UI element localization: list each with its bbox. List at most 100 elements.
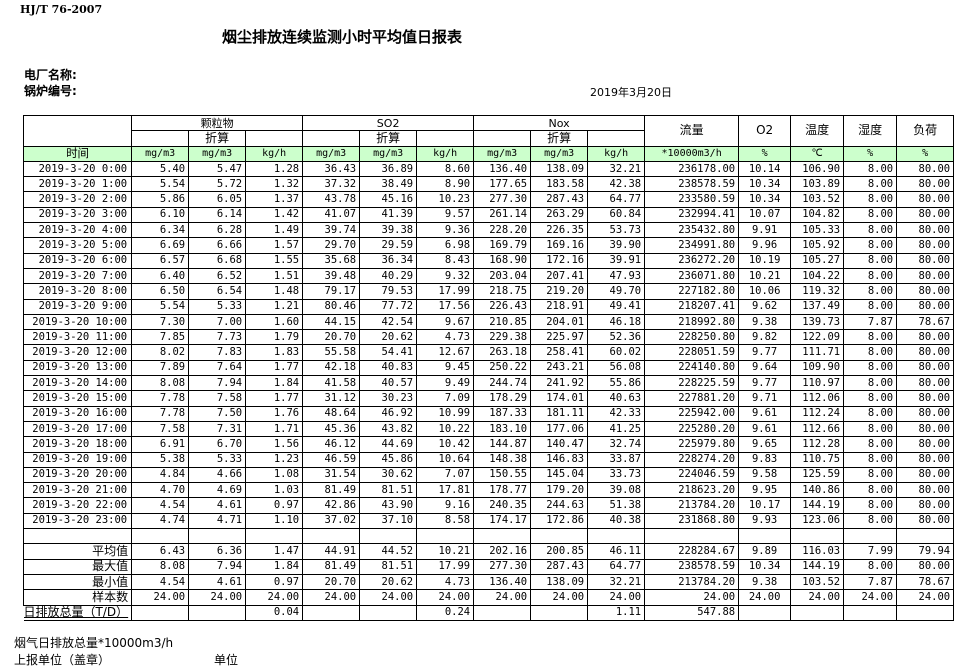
row-label: 最小值 (22, 573, 133, 591)
table-row: 2019-3-20 14:00 8.08 7.94 1.84 41.58 40.57 9.4… (22, 375, 955, 392)
value-cell: 52.36 (587, 329, 646, 346)
value-cell: 1.77 (245, 390, 304, 407)
value-cell: 1.21 (245, 298, 304, 315)
value-cell: 80.00 (896, 267, 955, 285)
value-cell (473, 604, 532, 621)
value-cell: 261.14 (473, 206, 532, 224)
table-row: 2019-3-20 0:00 5.40 5.47 1.28 36.43 36.89 8.60… (22, 160, 955, 178)
value-cell: 80.00 (896, 222, 955, 239)
table-row: 2019-3-20 5:00 6.69 6.66 1.57 29.70 29.59 6.98… (22, 237, 955, 254)
value-cell: 79.94 (896, 543, 955, 560)
unit-cell: kg/h (245, 145, 304, 162)
value-cell: 136.40 (473, 573, 532, 591)
value-cell: 218.75 (473, 283, 532, 300)
value-cell: 8.00 (843, 283, 898, 300)
value-cell: 80.00 (896, 160, 955, 178)
value-cell: 235432.80 (644, 222, 740, 239)
row-label: 2019-3-20 5:00 (22, 237, 133, 254)
value-cell: 78.67 (896, 573, 955, 591)
value-cell: 24.00 (359, 589, 418, 606)
value-cell: 236272.20 (644, 252, 740, 269)
unit-cell: mg/m3 (530, 145, 589, 162)
value-cell: 37.02 (302, 512, 361, 530)
row-label: 2019-3-20 18:00 (22, 436, 133, 453)
value-cell: 46.12 (302, 436, 361, 453)
value-cell: 218992.80 (644, 313, 740, 331)
value-cell: 43.82 (359, 420, 418, 438)
value-cell: 226.35 (530, 222, 589, 239)
value-cell: 228284.67 (644, 543, 740, 560)
value-cell: 5.54 (131, 298, 190, 315)
value-cell: 10.07 (738, 206, 792, 224)
header-units-row: 时间 mg/m3 mg/m3 kg/h mg/m3 mg/m3 kg/h mg/m3 mg/m… (22, 145, 955, 162)
value-cell (738, 604, 792, 621)
value-cell: 9.83 (738, 451, 792, 468)
value-cell: 8.00 (843, 405, 898, 422)
unit-cell: ℃ (790, 145, 845, 162)
value-cell: 20.70 (302, 573, 361, 591)
table-row: 2019-3-20 17:00 7.58 7.31 1.71 45.36 43.82 10.… (22, 420, 955, 438)
value-cell: 10.34 (738, 558, 792, 575)
value-cell: 104.22 (790, 267, 845, 285)
value-cell: 9.89 (738, 543, 792, 560)
value-cell: 8.90 (416, 176, 475, 193)
value-cell: 32.21 (587, 573, 646, 591)
value-cell: 123.06 (790, 512, 845, 530)
unit-cell: kg/h (587, 145, 646, 162)
row-label: 2019-3-20 13:00 (22, 359, 133, 377)
value-cell (302, 528, 361, 545)
value-cell: 263.18 (473, 344, 532, 361)
value-cell: 207.41 (530, 267, 589, 285)
value-cell: 24.00 (843, 589, 898, 606)
value-cell: 112.28 (790, 436, 845, 453)
value-cell: 54.41 (359, 344, 418, 361)
value-cell: 1.77 (245, 359, 304, 377)
value-cell: 103.52 (790, 191, 845, 208)
value-cell: 7.85 (131, 329, 190, 346)
table-row: 2019-3-20 12:00 8.02 7.83 1.83 55.58 54.41 12.… (22, 344, 955, 361)
value-cell: 8.00 (843, 252, 898, 269)
value-cell: 148.38 (473, 451, 532, 468)
daily-total-row: 日排放总量（T/D） 0.04 0.24 1.11 547.88 (23, 604, 955, 621)
value-cell: 174.01 (530, 390, 589, 407)
value-cell (530, 528, 589, 545)
table-row: 2019-3-20 19:00 5.38 5.33 1.23 46.59 45.86 10.… (22, 451, 955, 468)
value-cell: 42.86 (302, 497, 361, 514)
value-cell: 37.32 (302, 176, 361, 193)
value-cell: 5.47 (188, 160, 247, 178)
value-cell: 139.73 (790, 313, 845, 331)
value-cell: 10.06 (738, 283, 792, 300)
value-cell: 20.70 (302, 329, 361, 346)
row-label: 2019-3-20 0:00 (22, 160, 133, 178)
value-cell: 218207.41 (644, 298, 740, 315)
value-cell: 112.06 (790, 390, 845, 407)
unit-label: 单位 (214, 653, 239, 667)
value-cell: 10.21 (738, 267, 792, 285)
value-cell: 30.23 (359, 390, 418, 407)
value-cell: 106.90 (790, 160, 845, 178)
value-cell: 210.85 (473, 313, 532, 331)
value-cell: 203.04 (473, 267, 532, 285)
boiler-number-label: 锅炉编号: (24, 84, 77, 98)
value-cell: 8.00 (843, 466, 898, 484)
value-cell: 79.53 (359, 283, 418, 300)
value-cell (359, 528, 418, 545)
row-label: 日排放总量（T/D） (23, 604, 133, 621)
value-cell: 4.66 (188, 466, 247, 484)
value-cell: 8.08 (131, 375, 190, 392)
value-cell: 10.34 (738, 191, 792, 208)
value-cell: 79.17 (302, 283, 361, 300)
table-row: 2019-3-20 15:00 7.78 7.58 1.77 31.12 30.23 7.0… (22, 390, 955, 407)
value-cell: 9.62 (738, 298, 792, 315)
header-converted-particulate: 折算 (188, 130, 247, 147)
value-cell: 17.56 (416, 298, 475, 315)
value-cell: 29.59 (359, 237, 418, 254)
value-cell: 150.55 (473, 466, 532, 484)
value-cell: 46.11 (587, 543, 646, 560)
value-cell: 224140.80 (644, 359, 740, 377)
flue-gas-total-label: 烟气日排放总量*10000m3/h (14, 636, 174, 650)
value-cell: 1.48 (245, 283, 304, 300)
value-cell: 33.73 (587, 466, 646, 484)
value-cell: 105.92 (790, 237, 845, 254)
value-cell: 35.68 (302, 252, 361, 269)
